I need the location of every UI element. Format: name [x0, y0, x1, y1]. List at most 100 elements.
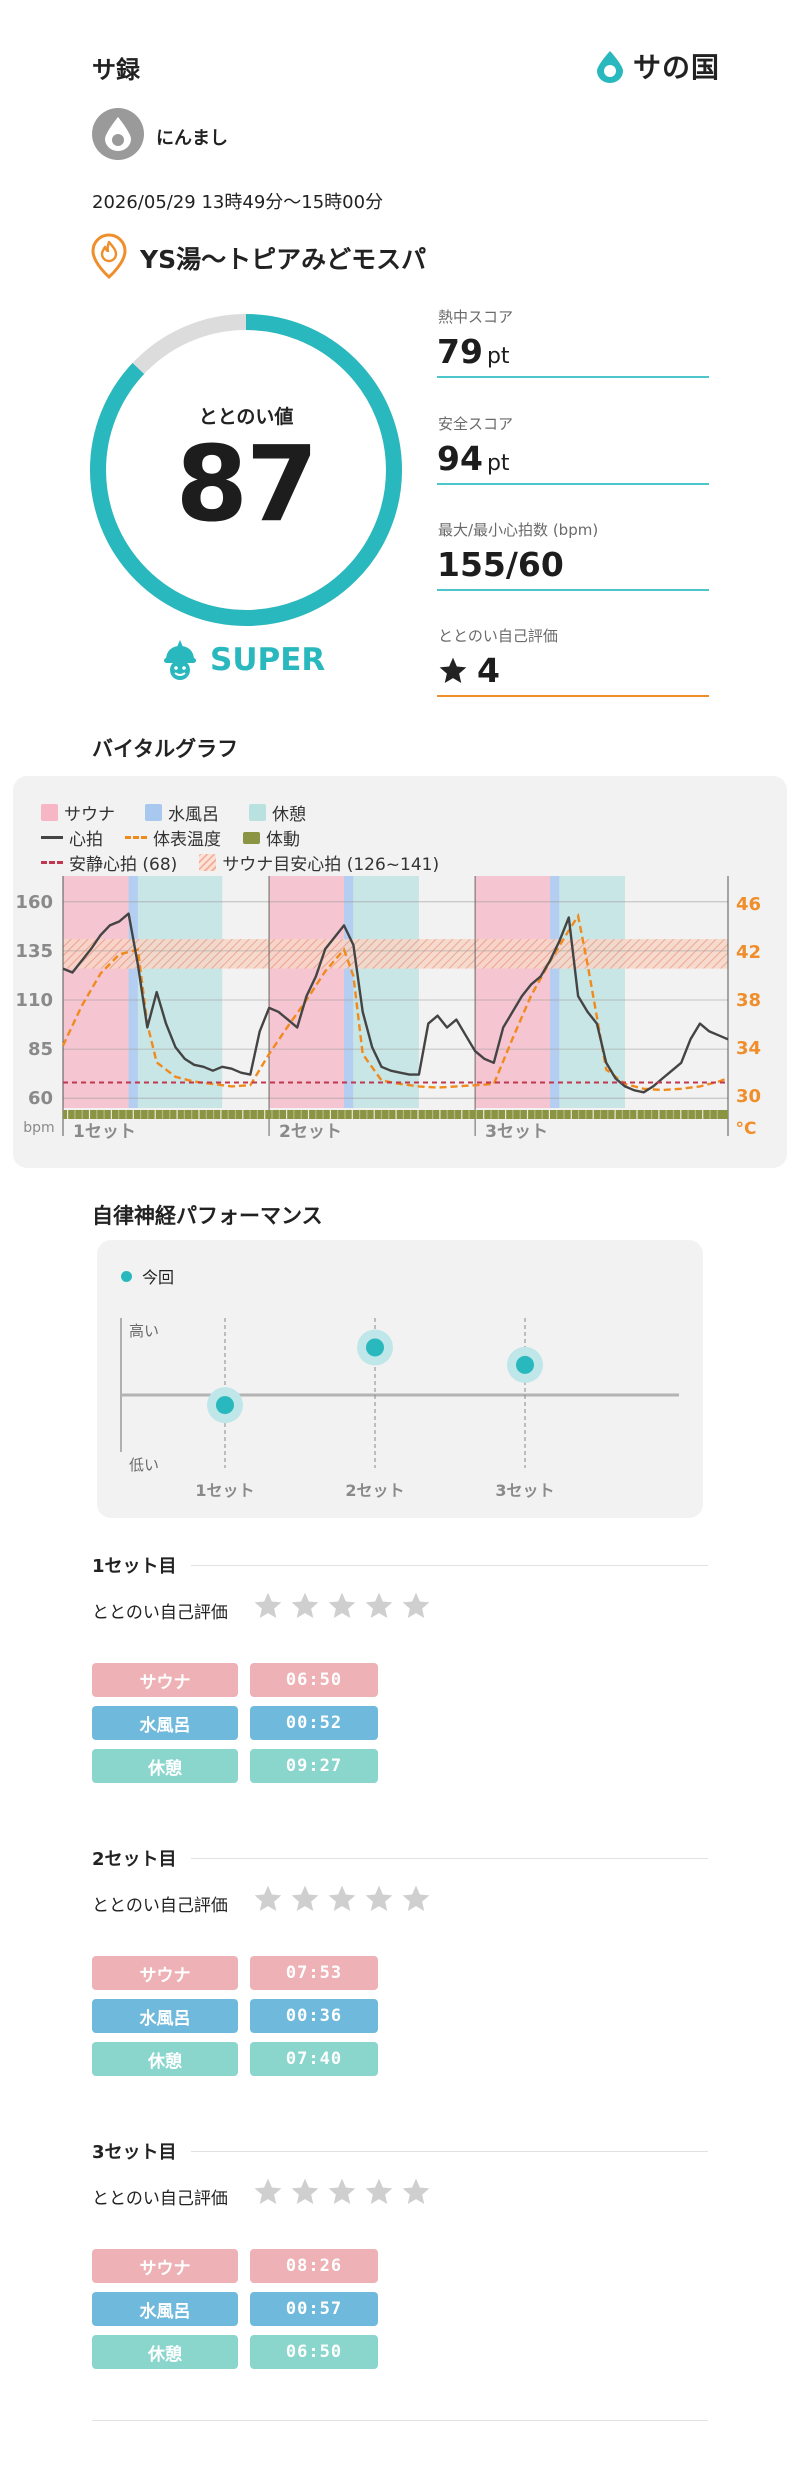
movement-tick	[191, 1110, 193, 1119]
stat-unit: pt	[486, 344, 510, 369]
legend-movement: 体動	[243, 825, 300, 850]
perf-set-label: 2セット	[345, 1481, 404, 1500]
set-eval-label: ととのい自己評価	[92, 1896, 228, 1916]
performance-legend: 今回	[121, 1264, 174, 1288]
star-icon[interactable]	[400, 1883, 432, 1915]
movement-tick	[643, 1110, 645, 1119]
legend-sauna: サウナ	[41, 800, 115, 825]
username[interactable]: にんまし	[156, 128, 228, 149]
app-title: サ録	[92, 56, 140, 84]
movement-tick	[607, 1110, 609, 1119]
y-right-tick: 30	[736, 1086, 761, 1107]
movement-tick	[300, 1110, 302, 1119]
legend-label: サウナ目安心拍 (126~141)	[222, 855, 440, 875]
star-icon[interactable]	[363, 1590, 395, 1622]
avatar[interactable]	[92, 108, 144, 160]
movement-tick	[103, 1110, 105, 1119]
y-left-unit: bpm	[23, 1120, 54, 1136]
star-icon[interactable]	[252, 2176, 284, 2208]
set-title: 1セット目	[92, 1556, 177, 1577]
star-icon[interactable]	[326, 1883, 358, 1915]
star-icon[interactable]	[289, 1883, 321, 1915]
star-icon[interactable]	[400, 1590, 432, 1622]
star-icon[interactable]	[400, 2176, 432, 2208]
stat-label: ととのい自己評価	[438, 627, 558, 645]
stat-value: 94 pt	[437, 439, 510, 478]
flame-pin-icon	[90, 233, 128, 283]
movement-tick	[278, 1110, 280, 1119]
phase-duration-pill: 00:36	[250, 1999, 378, 2033]
phase-label-pill: サウナ	[92, 2249, 238, 2283]
movement-tick	[373, 1110, 375, 1119]
y-left-tick: 135	[15, 941, 53, 962]
movement-tick	[220, 1110, 222, 1119]
movement-tick	[183, 1110, 185, 1119]
legend-target-hr: サウナ目安心拍 (126~141)	[199, 850, 439, 875]
movement-tick	[702, 1110, 704, 1119]
target-hr-band	[63, 939, 728, 969]
performance-card: 今回 1セット 2セット 3セット 高い 低い	[97, 1240, 703, 1518]
stat-number: 4	[477, 651, 500, 690]
movement-tick	[621, 1110, 623, 1119]
movement-tick	[672, 1110, 675, 1119]
movement-tick	[599, 1110, 602, 1119]
phase-label-pill: 水風呂	[92, 1706, 238, 1740]
star-icon[interactable]	[326, 2176, 358, 2208]
movement-tick	[680, 1110, 682, 1119]
star-icon[interactable]	[289, 2176, 321, 2208]
movement-tick	[534, 1110, 536, 1119]
stat-self-evaluation: ととのい自己評価 4	[437, 625, 709, 697]
movement-tick	[665, 1110, 667, 1119]
movement-tick	[96, 1110, 98, 1119]
phase-duration-pill: 08:26	[250, 2249, 378, 2283]
movement-tick	[585, 1110, 587, 1119]
x-set-label: 1セット	[73, 1122, 136, 1142]
movement-tick	[453, 1110, 456, 1119]
star-icon[interactable]	[289, 1590, 321, 1622]
movement-tick	[132, 1110, 134, 1119]
phase-sauna	[269, 876, 344, 1108]
star-icon[interactable]	[252, 1883, 284, 1915]
stat-number: 79	[437, 332, 483, 371]
movement-tick	[658, 1110, 660, 1119]
stat-safety-score: 安全スコア 94 pt	[437, 413, 709, 485]
perf-set-label: 3セット	[495, 1481, 554, 1500]
phase-sauna	[63, 876, 129, 1108]
mascot-icon	[164, 640, 196, 680]
perf-point	[516, 1355, 534, 1374]
movement-tick	[147, 1110, 149, 1119]
phase-label-pill: 水風呂	[92, 2292, 238, 2326]
movement-tick	[118, 1110, 120, 1119]
movement-tick	[271, 1110, 273, 1119]
movement-tick	[519, 1110, 521, 1119]
set-divider	[190, 2150, 708, 2152]
set-star-rating	[252, 1883, 432, 1915]
movement-tick	[242, 1110, 244, 1119]
star-icon[interactable]	[326, 1590, 358, 1622]
legend-dot	[121, 1270, 132, 1282]
movement-tick	[205, 1110, 207, 1119]
brand-logo[interactable]: サの国	[593, 46, 720, 86]
stat-heat-score: 熱中スコア 79 pt	[437, 306, 709, 378]
phase-duration-pill: 07:53	[250, 1956, 378, 1990]
y-right-tick: 38	[736, 990, 761, 1011]
stat-label: 最大/最小心拍数 (bpm)	[438, 521, 599, 539]
movement-tick	[359, 1110, 361, 1119]
y-left-tick: 160	[15, 892, 53, 913]
star-icon[interactable]	[363, 2176, 395, 2208]
star-icon[interactable]	[363, 1883, 395, 1915]
facility-name[interactable]: YS湯〜トピアみどモスパ	[140, 245, 427, 274]
droplet-avatar-icon	[105, 117, 131, 151]
phase-rest	[137, 876, 223, 1108]
star-icon[interactable]	[252, 1590, 284, 1622]
movement-tick	[388, 1110, 390, 1119]
set-header: 2セット目	[92, 1845, 708, 1871]
movement-tick	[249, 1110, 251, 1119]
rank-badge: SUPER	[160, 638, 325, 682]
phase-label-pill: 休憩	[92, 1749, 238, 1783]
phase-label-pill: 休憩	[92, 2335, 238, 2369]
movement-tick	[410, 1110, 412, 1119]
legend-label: 体動	[266, 830, 300, 850]
movement-tick	[329, 1110, 331, 1119]
phase-label-pill: 水風呂	[92, 1999, 238, 2033]
